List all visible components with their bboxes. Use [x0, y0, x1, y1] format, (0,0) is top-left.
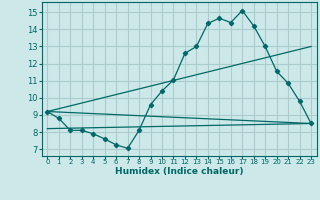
X-axis label: Humidex (Indice chaleur): Humidex (Indice chaleur)	[115, 167, 244, 176]
